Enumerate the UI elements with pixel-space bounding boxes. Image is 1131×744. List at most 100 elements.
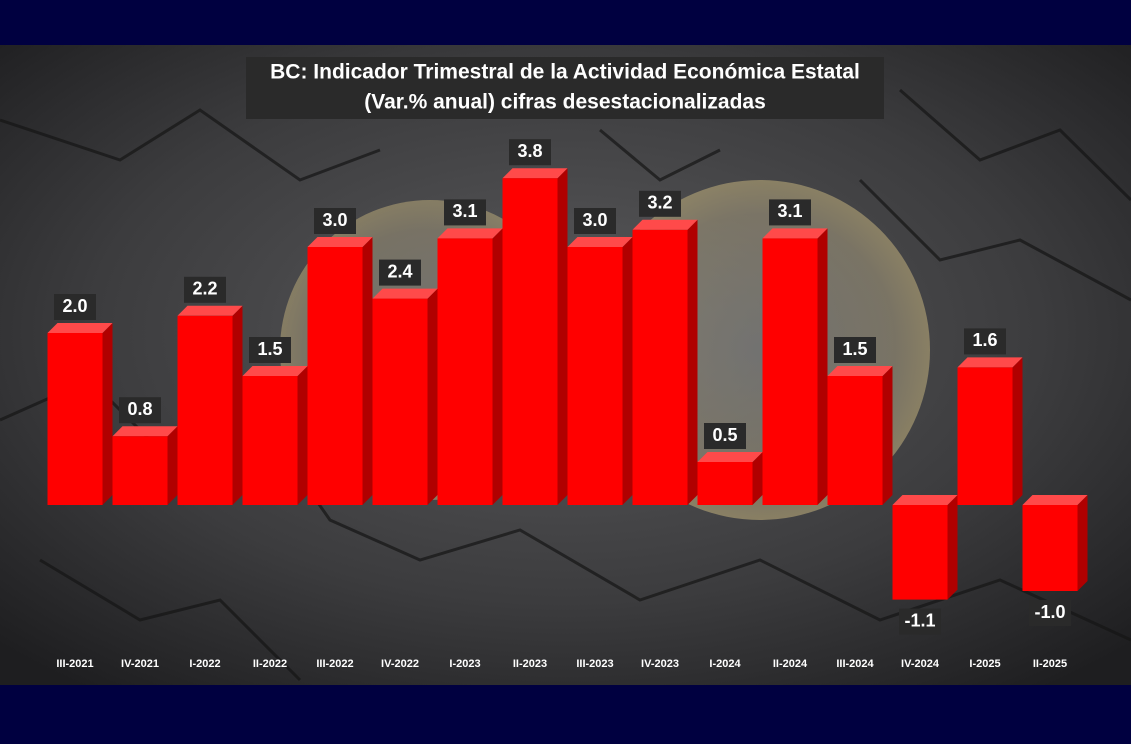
value-label: 0.8 bbox=[127, 399, 152, 419]
x-tick-label: IV-2023 bbox=[641, 658, 679, 670]
bar-top bbox=[502, 168, 568, 179]
bar bbox=[567, 247, 623, 505]
x-tick-label: IV-2022 bbox=[381, 658, 419, 670]
bar bbox=[697, 462, 753, 505]
bar bbox=[762, 238, 818, 505]
value-label: 1.5 bbox=[842, 339, 867, 359]
value-label-box bbox=[314, 208, 356, 234]
bar-top bbox=[437, 228, 503, 239]
value-label: 3.8 bbox=[517, 141, 542, 161]
bar bbox=[957, 367, 1013, 505]
bar-side bbox=[687, 219, 698, 506]
value-label-box bbox=[574, 208, 616, 234]
value-label-box bbox=[54, 294, 96, 320]
value-label: -1.1 bbox=[904, 610, 935, 630]
value-label-box bbox=[184, 276, 226, 303]
bar-side bbox=[427, 288, 438, 505]
bar-top bbox=[177, 305, 243, 316]
bar-side bbox=[817, 228, 828, 505]
value-label: 1.5 bbox=[257, 339, 282, 359]
title-box bbox=[246, 57, 884, 119]
bar bbox=[372, 298, 428, 505]
bar bbox=[112, 436, 168, 505]
value-label-box bbox=[1029, 600, 1071, 626]
bar bbox=[632, 229, 688, 506]
value-label: 3.0 bbox=[322, 210, 347, 230]
bar-top bbox=[827, 366, 893, 376]
bar bbox=[307, 247, 363, 505]
bar bbox=[177, 315, 233, 505]
value-label: 0.5 bbox=[712, 425, 737, 445]
value-label: 3.1 bbox=[452, 201, 477, 221]
bar-side bbox=[167, 426, 178, 505]
value-label-box bbox=[899, 608, 941, 635]
bar-top bbox=[697, 452, 763, 462]
value-label: 2.4 bbox=[387, 261, 412, 281]
x-tick-label: I-2024 bbox=[709, 658, 741, 670]
bar-top bbox=[567, 237, 633, 247]
value-label-box bbox=[639, 190, 681, 217]
value-label-box bbox=[379, 259, 421, 286]
bar-side bbox=[492, 228, 503, 505]
chart-subtitle: (Var.% anual) cifras desestacionalizadas bbox=[364, 91, 766, 114]
bar bbox=[437, 238, 493, 505]
bar bbox=[47, 333, 103, 505]
value-label: 2.0 bbox=[62, 296, 87, 316]
value-label-box bbox=[769, 199, 811, 226]
bar-side bbox=[362, 237, 373, 505]
bar-top bbox=[47, 323, 113, 333]
bar-top bbox=[372, 288, 438, 299]
x-tick-label: III-2024 bbox=[836, 658, 874, 670]
value-label-box bbox=[444, 199, 486, 226]
value-label-box bbox=[249, 337, 291, 363]
value-label: 3.1 bbox=[777, 201, 802, 221]
x-tick-label: II-2022 bbox=[253, 658, 287, 670]
bar bbox=[1022, 505, 1078, 591]
x-tick-label: III-2023 bbox=[576, 658, 613, 670]
bar-top bbox=[957, 357, 1023, 368]
bar bbox=[827, 376, 883, 505]
bar-top bbox=[762, 228, 828, 239]
x-tick-label: IV-2024 bbox=[901, 658, 940, 670]
value-label: 1.6 bbox=[972, 330, 997, 350]
value-label-box bbox=[834, 337, 876, 363]
x-tick-label: III-2022 bbox=[316, 658, 353, 670]
bar-top bbox=[892, 495, 958, 505]
x-tick-label: II-2023 bbox=[513, 658, 547, 670]
value-label: 3.0 bbox=[582, 210, 607, 230]
bar-side bbox=[297, 366, 308, 505]
value-label-box bbox=[119, 397, 161, 424]
x-tick-label: I-2025 bbox=[969, 658, 1000, 670]
bar-side bbox=[947, 495, 958, 600]
x-tick-label: IV-2021 bbox=[121, 658, 159, 670]
bottom-band bbox=[0, 685, 1131, 744]
bar-side bbox=[1077, 495, 1088, 591]
bar-top bbox=[242, 366, 308, 376]
x-tick-label: II-2024 bbox=[773, 658, 808, 670]
bar bbox=[242, 376, 298, 505]
bar-top bbox=[1022, 495, 1088, 505]
bar-side bbox=[882, 366, 893, 505]
bar-side bbox=[622, 237, 633, 505]
bar-side bbox=[102, 323, 113, 505]
value-label: 2.2 bbox=[192, 279, 217, 299]
bar bbox=[892, 505, 948, 600]
bar-top bbox=[632, 219, 698, 230]
bar-top bbox=[307, 237, 373, 247]
bar-side bbox=[232, 305, 243, 505]
bar-side bbox=[752, 452, 763, 505]
x-tick-label: III-2021 bbox=[56, 658, 93, 670]
bar-side bbox=[557, 168, 568, 505]
chart-title: BC: Indicador Trimestral de la Actividad… bbox=[270, 61, 860, 84]
bar bbox=[502, 178, 558, 505]
x-tick-label: II-2025 bbox=[1033, 658, 1067, 670]
value-label: 3.2 bbox=[647, 193, 672, 213]
value-label-box bbox=[704, 423, 746, 449]
top-band bbox=[0, 0, 1131, 45]
bar-top bbox=[112, 426, 178, 437]
bar-side bbox=[1012, 357, 1023, 505]
value-label: -1.0 bbox=[1034, 602, 1065, 622]
value-label-box bbox=[964, 328, 1006, 355]
